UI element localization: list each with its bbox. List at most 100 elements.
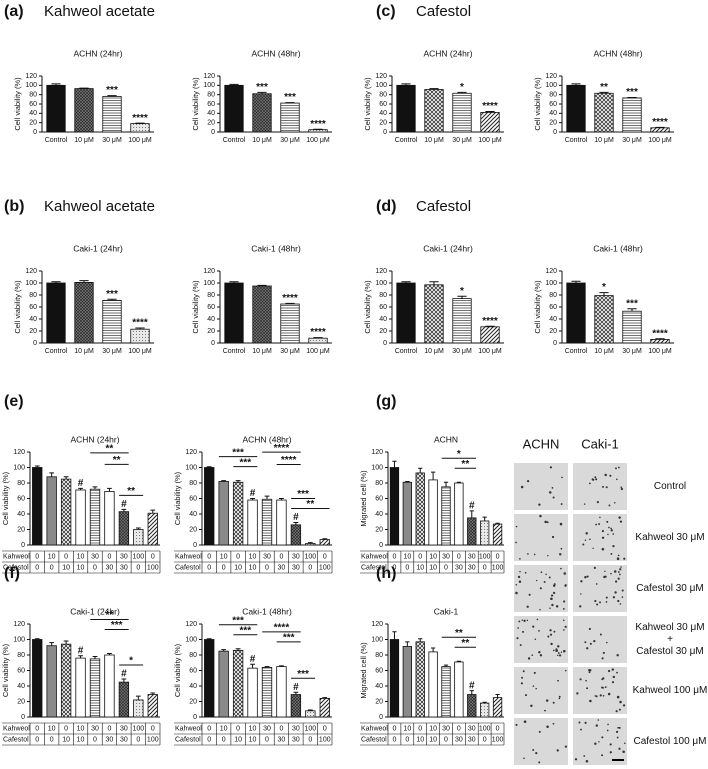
- cell-dot: [557, 645, 560, 648]
- table-cell: 0: [64, 725, 68, 732]
- bar: [204, 639, 215, 718]
- panel-label: (g): [376, 393, 396, 410]
- cell-dot: [589, 642, 592, 645]
- y-tick-label: 20: [29, 328, 37, 335]
- cell-dot: [560, 567, 562, 570]
- y-tick-label: 40: [189, 511, 197, 518]
- error-bar: [443, 664, 449, 667]
- y-tick-label: 20: [549, 120, 557, 127]
- comparison-label: ***: [232, 615, 244, 626]
- table-cell: 0: [279, 725, 283, 732]
- y-tick-label: 0: [553, 340, 557, 347]
- table-cell: 100: [319, 564, 331, 571]
- table-cell: 0: [35, 553, 39, 560]
- bar: [280, 102, 300, 133]
- cell-dot: [518, 620, 521, 623]
- table-cell: 30: [106, 736, 114, 743]
- chart-title: ACHN: [434, 434, 458, 444]
- cell-dot: [523, 757, 525, 760]
- y-axis-label: Cell viability (%): [13, 77, 22, 131]
- y-tick-label: 0: [21, 714, 25, 721]
- x-tick-label: 100 μM: [128, 137, 152, 144]
- error-bar: [107, 95, 117, 97]
- cell-dot: [614, 580, 618, 583]
- cell-dot: [619, 573, 621, 576]
- cell-dot: [602, 651, 605, 654]
- bar: [204, 467, 215, 546]
- error-bar: [121, 508, 127, 512]
- y-tick-label: 60: [17, 667, 25, 674]
- y-tick-label: 80: [549, 292, 557, 299]
- table-cell: 30: [292, 725, 300, 732]
- error-bar: [78, 655, 83, 659]
- cell-dot: [558, 697, 561, 700]
- y-tick-label: 100: [371, 636, 383, 643]
- cell-dot: [604, 575, 607, 578]
- error-bar: [482, 701, 487, 704]
- bar: [218, 650, 229, 718]
- cell-dot: [607, 669, 611, 673]
- cell-dot: [616, 654, 619, 657]
- error-bar: [264, 495, 270, 500]
- cell-dot: [586, 647, 589, 650]
- cell-dot: [546, 725, 549, 729]
- y-axis-label: Cell viability (%): [173, 471, 182, 525]
- error-bar: [457, 295, 467, 299]
- y-tick-label: 120: [13, 449, 25, 456]
- error-bar: [229, 83, 239, 86]
- table-row-name: Cafestol: [3, 736, 29, 743]
- y-tick-label: 80: [17, 480, 25, 487]
- y-axis-label: Cell viability (%): [533, 280, 542, 334]
- cell-dot: [585, 760, 589, 763]
- cell-dot: [616, 671, 618, 674]
- cell-dot: [607, 692, 611, 696]
- panel-label: (a): [4, 3, 24, 20]
- table-cell: 0: [418, 553, 422, 560]
- bar: [319, 539, 330, 546]
- cell-dot: [617, 726, 620, 729]
- error-bar: [429, 281, 439, 285]
- y-tick-label: 60: [29, 304, 37, 311]
- chart-title: ACHN (48hr): [251, 48, 300, 58]
- bar: [305, 710, 316, 718]
- table-cell: 0: [236, 553, 240, 560]
- bar: [622, 310, 642, 344]
- error-bar: [121, 678, 127, 683]
- cell-dot: [614, 591, 617, 594]
- table-cell: 30: [292, 553, 300, 560]
- panel-heading: Kahweol acetate: [44, 3, 155, 20]
- cell-dot: [611, 681, 615, 684]
- micrograph-image: [514, 718, 568, 765]
- cell-dot: [584, 539, 587, 542]
- y-tick-label: 20: [17, 698, 25, 705]
- y-axis-label: Cell viability (%): [1, 643, 10, 697]
- table-cell: 0: [207, 564, 211, 571]
- x-tick-label: 30 μM: [280, 137, 300, 144]
- cell-dot: [588, 671, 591, 674]
- cell-dot: [515, 525, 518, 528]
- table-cell: 10: [220, 553, 228, 560]
- bar: [480, 112, 500, 133]
- cell-dot: [560, 503, 563, 505]
- cell-dot: [612, 533, 615, 535]
- row-label: Cafestol 30 μM: [636, 583, 703, 594]
- y-tick-label: 20: [549, 328, 557, 335]
- panel-heading: Cafestol: [416, 198, 471, 215]
- bar: [566, 282, 586, 344]
- cell-dot: [605, 641, 608, 644]
- table-cell: 30: [468, 564, 476, 571]
- cell-dot: [574, 758, 578, 761]
- error-bar: [485, 110, 495, 113]
- table-cell: 30: [292, 564, 300, 571]
- y-tick-label: 0: [33, 129, 37, 136]
- table-cell: 100: [492, 736, 504, 743]
- bar: [130, 328, 150, 344]
- y-tick-label: 40: [17, 683, 25, 690]
- table-cell: 10: [77, 736, 85, 743]
- table-cell: 0: [405, 564, 409, 571]
- error-bar: [405, 480, 410, 483]
- x-tick-label: Control: [45, 348, 68, 355]
